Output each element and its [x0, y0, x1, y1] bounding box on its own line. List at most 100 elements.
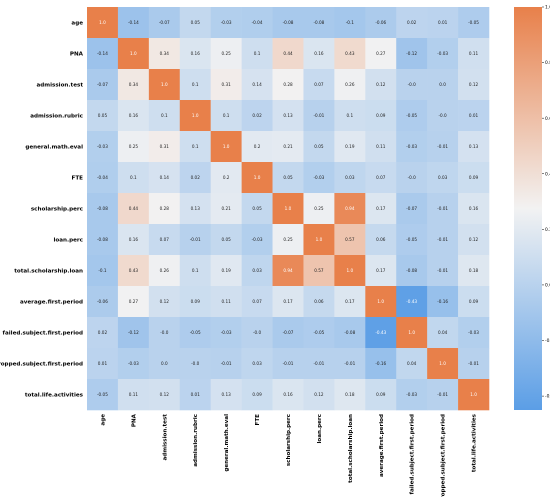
heatmap-cell [148, 100, 181, 132]
cell-value-label: 0.28 [160, 206, 170, 211]
heatmap-cell [334, 38, 366, 70]
colorbar-ticks: 1.0 0.8 0.6 0.4 0.2 0.0 -0.2 -0.4 [542, 5, 550, 400]
colorbar-tick-label: 0.2 [545, 227, 550, 233]
heatmap-cell [117, 193, 150, 225]
cell-value-label: 0.12 [314, 392, 324, 397]
row-label: FTE [72, 176, 84, 182]
heatmap-cell [87, 7, 119, 39]
heatmap-cell [210, 224, 242, 256]
heatmap-cell [210, 193, 242, 225]
heatmap-cell [458, 286, 490, 318]
heatmap-cell [334, 131, 366, 163]
heatmap-cell [148, 379, 181, 411]
cell-value-label: -0.01 [437, 206, 448, 211]
cell-value-label: -0.07 [159, 20, 170, 25]
heatmap-cell [241, 7, 273, 39]
heatmap-cell [272, 100, 304, 132]
heatmap-cell [365, 131, 397, 163]
cell-value-label: 0.25 [283, 237, 293, 242]
cell-value-label: 0.09 [252, 392, 262, 397]
cell-value-label: 0.17 [376, 206, 386, 211]
cell-value-label: 0.43 [129, 268, 139, 273]
cell-value-label: 1.0 [347, 268, 354, 273]
cell-value-label: 0.12 [160, 392, 170, 397]
cell-value-label: 0.01 [191, 392, 201, 397]
heatmap-cell [272, 162, 304, 194]
heatmap-cell [303, 224, 335, 256]
cell-value-label: -0.0 [160, 330, 169, 335]
heatmap-cell [241, 69, 273, 101]
heatmap-cell [179, 224, 211, 256]
colorbar-gradient [514, 7, 542, 410]
cell-value-label: 1.0 [254, 175, 261, 180]
heatmap-cell [458, 348, 490, 380]
cell-value-label: 0.21 [283, 144, 293, 149]
cell-value-label: 0.17 [283, 299, 293, 304]
heatmap-cell [210, 162, 242, 194]
column-label: PNA [131, 413, 137, 427]
heatmap-cell [148, 7, 181, 39]
heatmap-cell [303, 100, 335, 132]
heatmap-cell [148, 224, 181, 256]
cell-value-label: 0.17 [376, 268, 386, 273]
heatmap-cell [334, 7, 366, 39]
column-labels: age PNA admission.test admission.rubric gene… [100, 413, 477, 497]
heatmap-cell [179, 38, 211, 70]
heatmap-cell [148, 317, 181, 349]
cell-value-label: 0.16 [191, 51, 201, 56]
heatmap-cell [87, 255, 119, 287]
cell-value-label: 0.25 [129, 144, 139, 149]
heatmap-cell [87, 286, 119, 318]
heatmap-cell [179, 348, 211, 380]
heatmap-cell [458, 7, 490, 39]
cell-value-label: 0.03 [252, 268, 262, 273]
cell-value-label: -0.05 [468, 20, 479, 25]
cell-value-label: -0.16 [437, 299, 448, 304]
cell-value-label: 0.13 [191, 206, 201, 211]
cell-value-label: 0.1 [254, 51, 261, 56]
heatmap-cell [87, 379, 119, 411]
colorbar: 1.0 0.8 0.6 0.4 0.2 0.0 -0.2 -0.4 [514, 5, 550, 410]
heatmap-cell [241, 379, 273, 411]
heatmap-cell [427, 131, 459, 163]
colorbar-tick-label: -0.2 [545, 338, 550, 344]
heatmap-cell [179, 193, 211, 225]
colorbar-tick-label: 0.6 [545, 116, 550, 122]
cell-value-label: 0.03 [438, 175, 448, 180]
cell-value-label: -0.14 [97, 51, 108, 56]
heatmap-cell [272, 348, 304, 380]
heatmap-cell [272, 7, 304, 39]
heatmap-cell [179, 162, 211, 194]
heatmap-cell [365, 379, 397, 411]
column-label: total.scholarship.loan [348, 414, 354, 483]
cell-value-label: 0.17 [345, 299, 355, 304]
cell-value-label: 0.16 [129, 113, 139, 118]
cell-value-label: 0.05 [252, 206, 262, 211]
cell-value-label: 0.04 [407, 361, 417, 366]
heatmap-cell [148, 348, 181, 380]
cell-value-label: 0.26 [160, 268, 170, 273]
heatmap-cell [117, 255, 150, 287]
heatmap-cell [303, 193, 335, 225]
cell-value-label: 0.02 [191, 175, 201, 180]
cell-value-label: 0.19 [221, 268, 231, 273]
cell-value-label: -0.01 [437, 237, 448, 242]
heatmap-cell [210, 317, 242, 349]
heatmap-cell [396, 224, 428, 256]
cell-value-label: 0.12 [376, 82, 386, 87]
heatmap-cell [303, 379, 335, 411]
cell-value-label: -0.01 [344, 361, 355, 366]
cell-value-label: 0.18 [469, 268, 479, 273]
cell-value-label: -0.03 [406, 392, 417, 397]
heatmap-cell [427, 7, 459, 39]
cell-value-label: -0.01 [437, 392, 448, 397]
cell-value-label: 0.06 [314, 299, 324, 304]
cell-value-label: 0.26 [345, 82, 355, 87]
colorbar-tick-label: 1.0 [545, 5, 550, 11]
heatmap-cell [179, 69, 211, 101]
cell-value-label: -0.01 [313, 113, 324, 118]
cell-value-label: 0.02 [98, 330, 108, 335]
heatmap-cell [365, 348, 397, 380]
heatmap-cell [427, 69, 459, 101]
cell-value-label: 0.09 [376, 392, 386, 397]
